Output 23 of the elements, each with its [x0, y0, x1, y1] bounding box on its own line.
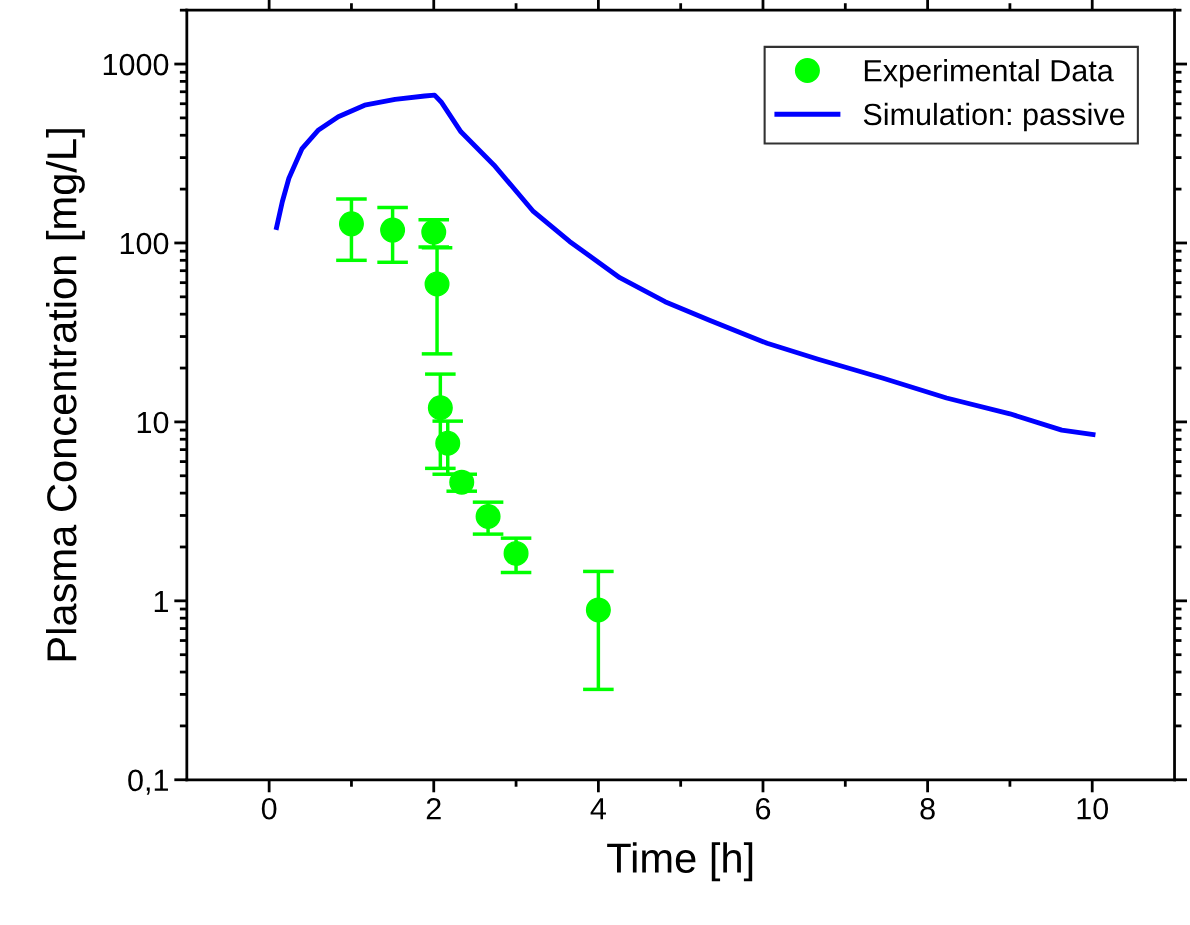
- x-tick-label: 6: [756, 797, 771, 820]
- point: [380, 217, 406, 243]
- y-tick-label: 0,1: [128, 769, 168, 795]
- point: [435, 430, 461, 456]
- x-tick-label: 0: [261, 797, 277, 820]
- x-tick-label: 4: [590, 798, 606, 820]
- point: [475, 504, 501, 530]
- x-tick-label: 2: [426, 797, 441, 820]
- point: [585, 597, 611, 623]
- point: [427, 395, 453, 421]
- y-tick-label: 10: [137, 411, 169, 434]
- legend-label: Simulation: passive: [863, 102, 1125, 132]
- x-tick-label: 8: [920, 797, 935, 820]
- legend-label: Experimental Data: [864, 59, 1114, 88]
- point: [424, 271, 450, 297]
- point: [503, 540, 529, 566]
- y-tick-label: 1: [154, 590, 168, 612]
- point: [338, 211, 364, 237]
- y-tick-label: 1000: [103, 53, 169, 76]
- y-axis-title: Plasma Concentration [mg/L]: [45, 129, 85, 661]
- x-axis-title: Time [h]: [607, 842, 753, 882]
- x-tick-label: 10: [1077, 797, 1109, 820]
- y-tick-label: 100: [120, 232, 169, 255]
